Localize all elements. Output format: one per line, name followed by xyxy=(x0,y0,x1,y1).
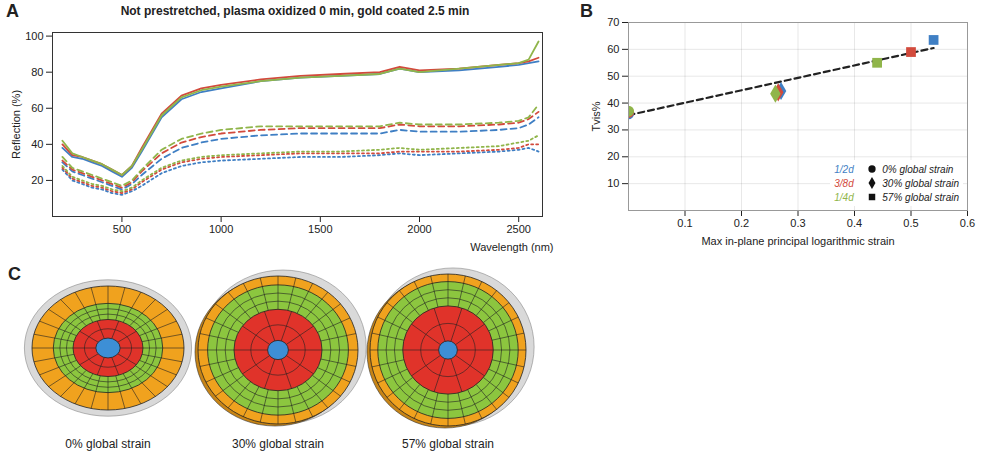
svg-text:80: 80 xyxy=(31,66,43,78)
svg-text:70: 70 xyxy=(607,16,619,28)
svg-text:30: 30 xyxy=(607,123,619,135)
svg-text:0.1: 0.1 xyxy=(677,217,692,229)
svg-text:60: 60 xyxy=(607,43,619,55)
html-text:30% global strain: 30% global strain xyxy=(882,177,959,189)
svg-text:50: 50 xyxy=(607,70,619,82)
svg-text:20: 20 xyxy=(607,150,619,162)
svg-text:60: 60 xyxy=(31,102,43,114)
svg-text:40: 40 xyxy=(607,97,619,109)
svg-text:Reflection (%): Reflection (%) xyxy=(10,90,22,159)
svg-text:20: 20 xyxy=(31,174,43,186)
svg-text:0.5: 0.5 xyxy=(903,217,918,229)
svg-text:0.4: 0.4 xyxy=(847,217,862,229)
svg-text:0.2: 0.2 xyxy=(734,217,749,229)
svg-text:0.3: 0.3 xyxy=(790,217,805,229)
svg-text:100: 100 xyxy=(25,30,43,42)
html-text:1/2d: 1/2d xyxy=(834,163,854,175)
svg-text:10: 10 xyxy=(607,177,619,189)
html-text:0% global strain: 0% global strain xyxy=(882,163,954,175)
svg-text:C: C xyxy=(8,264,21,284)
svg-text:1000: 1000 xyxy=(209,223,233,235)
svg-text:Wavelength (nm): Wavelength (nm) xyxy=(470,241,553,253)
svg-text:2000: 2000 xyxy=(407,223,431,235)
svg-text:Tvis%: Tvis% xyxy=(590,101,602,131)
html-text:57% global strain: 57% global strain xyxy=(882,191,959,203)
html-text:1/4d: 1/4d xyxy=(834,191,854,203)
html-text:B: B xyxy=(580,1,593,21)
svg-text:57% global strain: 57% global strain xyxy=(402,437,494,451)
html-text:Not prestretched, plasma oxidi: Not prestretched, plasma oxidized 0 min,… xyxy=(120,4,470,18)
svg-text:0.6: 0.6 xyxy=(960,217,975,229)
html-text:A: A xyxy=(6,1,19,21)
svg-text:Max in-plane principal logarit: Max in-plane principal logarithmic strai… xyxy=(701,235,894,247)
svg-text:2500: 2500 xyxy=(506,223,530,235)
svg-text:1500: 1500 xyxy=(308,223,332,235)
svg-text:30% global strain: 30% global strain xyxy=(232,437,324,451)
svg-text:500: 500 xyxy=(113,223,131,235)
svg-text:0% global strain: 0% global strain xyxy=(65,437,150,451)
svg-text:40: 40 xyxy=(31,138,43,150)
html-text:3/8d: 3/8d xyxy=(834,177,854,189)
